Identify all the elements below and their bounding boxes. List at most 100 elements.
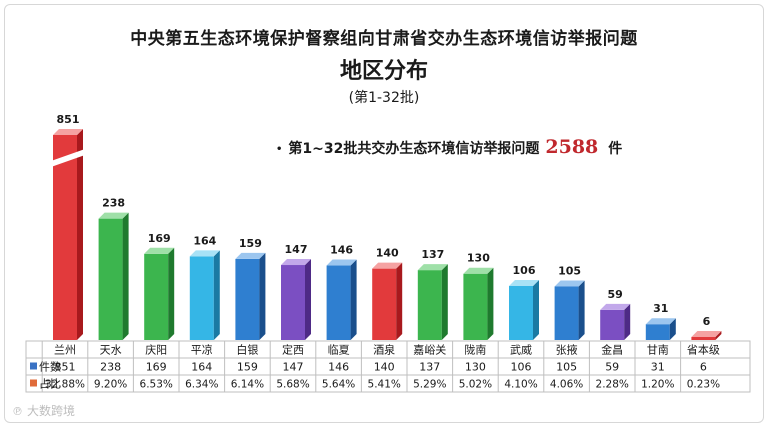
watermark: ℗ 大数跨境: [12, 402, 75, 419]
bar-top: [509, 279, 539, 286]
category-label: 兰州: [54, 344, 76, 357]
category-label: 甘南: [647, 344, 669, 357]
table-count: 59: [605, 361, 619, 374]
data-label: 106: [513, 264, 536, 277]
data-label: 130: [467, 252, 490, 265]
bar: [326, 265, 351, 340]
bar-side: [213, 250, 220, 340]
bar: [144, 253, 169, 340]
table-count: 105: [556, 361, 577, 374]
bar: [509, 285, 533, 340]
table-share: 32.88%: [45, 379, 85, 391]
bar-side: [396, 262, 403, 340]
bar: [189, 256, 214, 340]
bar-side: [122, 212, 129, 340]
bar-side: [441, 264, 448, 340]
total-count: 2588: [545, 136, 599, 158]
category-label: 庆阳: [145, 343, 167, 357]
table-share: 5.68%: [276, 379, 309, 391]
category-label: 天水: [100, 344, 122, 357]
bar-top: [281, 259, 311, 266]
data-label: 159: [239, 237, 262, 250]
table-count: 6: [700, 361, 707, 374]
legend-swatch: [30, 362, 37, 370]
bar-top: [645, 318, 676, 325]
bar-side: [77, 129, 83, 340]
table-count: 238: [100, 361, 121, 374]
table-share: 5.02%: [459, 379, 492, 391]
bar: [600, 309, 625, 340]
table-share: 5.64%: [322, 379, 355, 391]
table-count: 146: [328, 361, 349, 374]
table-count: 147: [283, 361, 304, 374]
batch-range: (第1-32批): [348, 90, 420, 106]
bar-top: [235, 252, 266, 259]
table-share: 4.06%: [550, 379, 583, 391]
bar-top: [189, 250, 220, 257]
bar-side: [305, 259, 311, 340]
bar-top: [600, 303, 631, 310]
axis-break: [51, 149, 85, 167]
bar: [281, 265, 305, 340]
category-label: 白银: [236, 343, 258, 357]
bar: [98, 218, 123, 340]
table-count: 31: [651, 361, 665, 374]
table-count: 137: [419, 361, 440, 374]
data-label: 137: [421, 248, 444, 261]
category-label: 嘉峪关: [413, 343, 446, 357]
bar-top: [691, 330, 722, 337]
bar-top: [326, 259, 357, 266]
watermark-logo-icon: ℗: [12, 405, 23, 418]
category-label: 省本级: [687, 343, 720, 357]
bar-side: [168, 247, 175, 340]
category-label: 武威: [510, 344, 532, 357]
table-count: 159: [237, 361, 258, 374]
bar: [235, 258, 260, 340]
row-label-count: 件数: [39, 361, 61, 374]
data-label: 59: [608, 288, 623, 301]
category-label: 平凉: [191, 343, 213, 357]
bar-top: [417, 264, 448, 271]
data-label: 31: [653, 302, 668, 315]
bar-side: [259, 252, 266, 340]
data-label: 851: [57, 113, 80, 126]
bar-top: [98, 212, 129, 219]
data-label: 6: [703, 315, 711, 328]
data-label: 140: [376, 247, 399, 260]
data-label: 146: [330, 244, 353, 257]
bar: [53, 135, 77, 340]
bar-top: [144, 247, 175, 254]
category-label: 张掖: [556, 343, 578, 357]
bar-top: [53, 129, 83, 135]
table-count: 851: [55, 361, 76, 374]
bar-top: [463, 267, 494, 274]
category-label: 定西: [282, 343, 304, 357]
data-label: 164: [193, 234, 216, 247]
bullet-icon: •: [276, 143, 283, 155]
table-count: 169: [146, 361, 167, 374]
category-label: 临夏: [328, 343, 350, 357]
bar: [372, 268, 397, 340]
bar: [645, 324, 670, 340]
data-label: 169: [148, 232, 171, 245]
table-share: 0.23%: [687, 379, 720, 391]
data-label: 147: [285, 243, 308, 256]
table-count: 164: [191, 361, 212, 374]
bar-side: [350, 259, 357, 340]
table-share: 9.20%: [94, 379, 127, 391]
table-share: 6.34%: [185, 379, 218, 391]
bar-top: [372, 262, 403, 269]
bar-side: [533, 279, 539, 340]
category-label: 酒泉: [373, 343, 395, 357]
row-label-share: 占比: [39, 377, 61, 391]
bar: [691, 336, 716, 340]
data-label: 105: [558, 264, 581, 277]
table-count: 130: [465, 361, 486, 374]
category-label: 陇南: [464, 343, 486, 357]
table-share: 1.20%: [641, 379, 674, 391]
bar: [417, 270, 442, 340]
chart-title: 中央第五生态环境保护督察组向甘肃省交办生态环境信访举报问题: [130, 29, 638, 49]
table-share: 2.28%: [596, 379, 629, 391]
bar: [463, 273, 488, 340]
